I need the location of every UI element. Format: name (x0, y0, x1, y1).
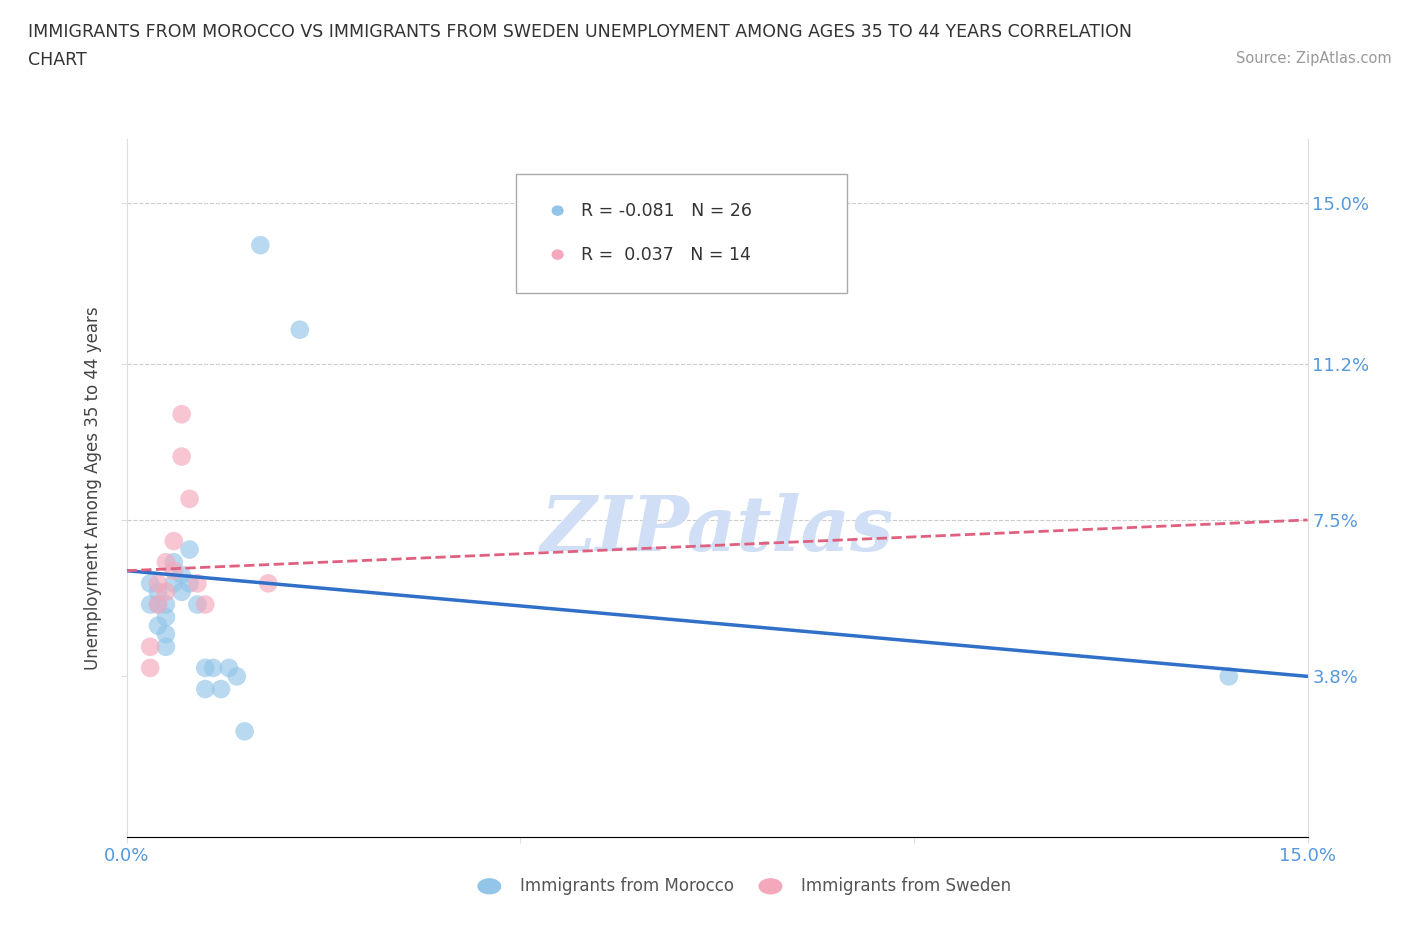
Point (155, 627, 177, 642)
Point (186, 597, 208, 612)
Text: R =  0.037   N = 14: R = 0.037 N = 14 (581, 246, 751, 263)
Ellipse shape (553, 250, 562, 259)
Point (288, 323, 311, 338)
Text: Immigrants from Sweden: Immigrants from Sweden (801, 877, 1011, 896)
Point (170, 449, 193, 464)
Point (194, 682, 217, 697)
Point (146, 597, 169, 612)
Point (170, 406, 193, 421)
Text: IMMIGRANTS FROM MOROCCO VS IMMIGRANTS FROM SWEDEN UNEMPLOYMENT AMONG AGES 35 TO : IMMIGRANTS FROM MOROCCO VS IMMIGRANTS FR… (28, 23, 1132, 41)
Point (179, 576, 201, 591)
Point (170, 584, 193, 599)
Point (139, 660, 162, 675)
Point (179, 491, 201, 506)
Point (155, 597, 177, 612)
Point (170, 567, 193, 582)
Point (179, 542, 201, 557)
FancyBboxPatch shape (516, 175, 846, 293)
Point (257, 576, 280, 591)
Point (146, 618, 169, 633)
Point (249, 238, 271, 253)
Point (139, 597, 162, 612)
Point (233, 724, 256, 738)
Point (139, 576, 162, 591)
Point (146, 597, 169, 612)
Point (209, 682, 232, 697)
Text: R = -0.081   N = 26: R = -0.081 N = 26 (581, 202, 752, 219)
Point (155, 584, 177, 599)
Point (202, 660, 225, 675)
Point (163, 576, 186, 591)
Point (225, 669, 247, 684)
Text: Immigrants from Morocco: Immigrants from Morocco (520, 877, 734, 896)
Point (163, 555, 186, 570)
Point (218, 660, 240, 675)
Text: Source: ZipAtlas.com: Source: ZipAtlas.com (1236, 51, 1392, 66)
Text: CHART: CHART (28, 51, 87, 69)
Ellipse shape (553, 206, 562, 215)
Point (146, 576, 169, 591)
Text: ZIPatlas: ZIPatlas (540, 493, 894, 567)
Point (139, 639, 162, 654)
Point (1218, 669, 1240, 684)
Point (194, 660, 217, 675)
Point (155, 555, 177, 570)
Point (194, 597, 217, 612)
Point (186, 576, 208, 591)
Point (155, 639, 177, 654)
Point (155, 610, 177, 625)
Point (163, 564, 186, 578)
Point (163, 534, 186, 549)
Y-axis label: Unemployment Among Ages 35 to 44 years: Unemployment Among Ages 35 to 44 years (84, 307, 103, 670)
Point (146, 584, 169, 599)
